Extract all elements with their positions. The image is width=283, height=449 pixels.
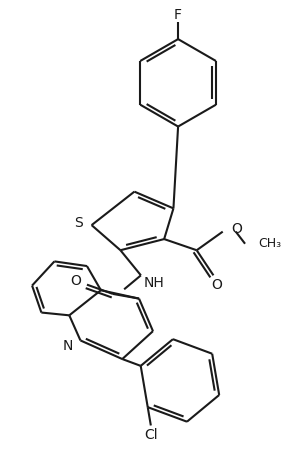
Text: N: N (63, 339, 73, 353)
Text: S: S (74, 216, 83, 230)
Text: Cl: Cl (144, 428, 158, 442)
Text: F: F (174, 8, 182, 22)
Text: CH₃: CH₃ (258, 237, 281, 250)
Text: O: O (211, 277, 222, 292)
Text: NH: NH (144, 276, 164, 290)
Text: O: O (231, 222, 242, 236)
Text: O: O (70, 274, 81, 288)
